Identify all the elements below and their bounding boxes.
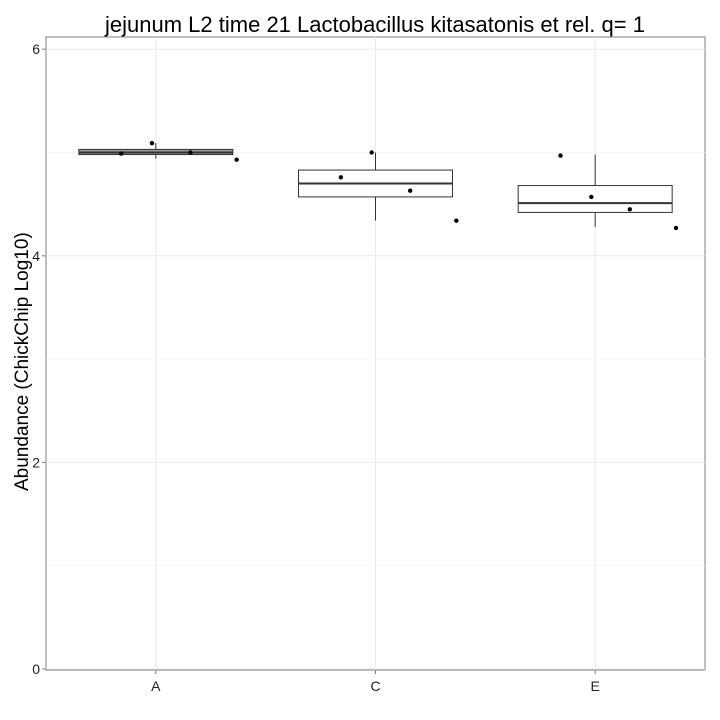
chart-title: jejunum L2 time 21 Lactobacillus kitasat… xyxy=(105,12,645,37)
x-tick-label: A xyxy=(151,678,161,694)
data-point xyxy=(149,141,155,146)
data-point xyxy=(369,150,374,155)
x-tick-label: E xyxy=(590,678,599,694)
data-point xyxy=(234,157,239,162)
data-point xyxy=(118,151,124,156)
data-point xyxy=(338,175,344,180)
y-tick-label: 2 xyxy=(32,454,40,470)
y-tick-label: 0 xyxy=(32,661,40,677)
data-point xyxy=(454,218,459,223)
data-point xyxy=(407,188,413,193)
box-E xyxy=(517,185,673,213)
x-tick-label: C xyxy=(370,678,380,694)
data-point xyxy=(589,194,594,200)
data-point xyxy=(558,153,563,158)
y-tick-label: 6 xyxy=(32,41,40,57)
data-point xyxy=(673,225,679,231)
data-point xyxy=(627,207,633,212)
y-tick-label: 4 xyxy=(32,248,40,264)
data-point xyxy=(188,150,193,155)
